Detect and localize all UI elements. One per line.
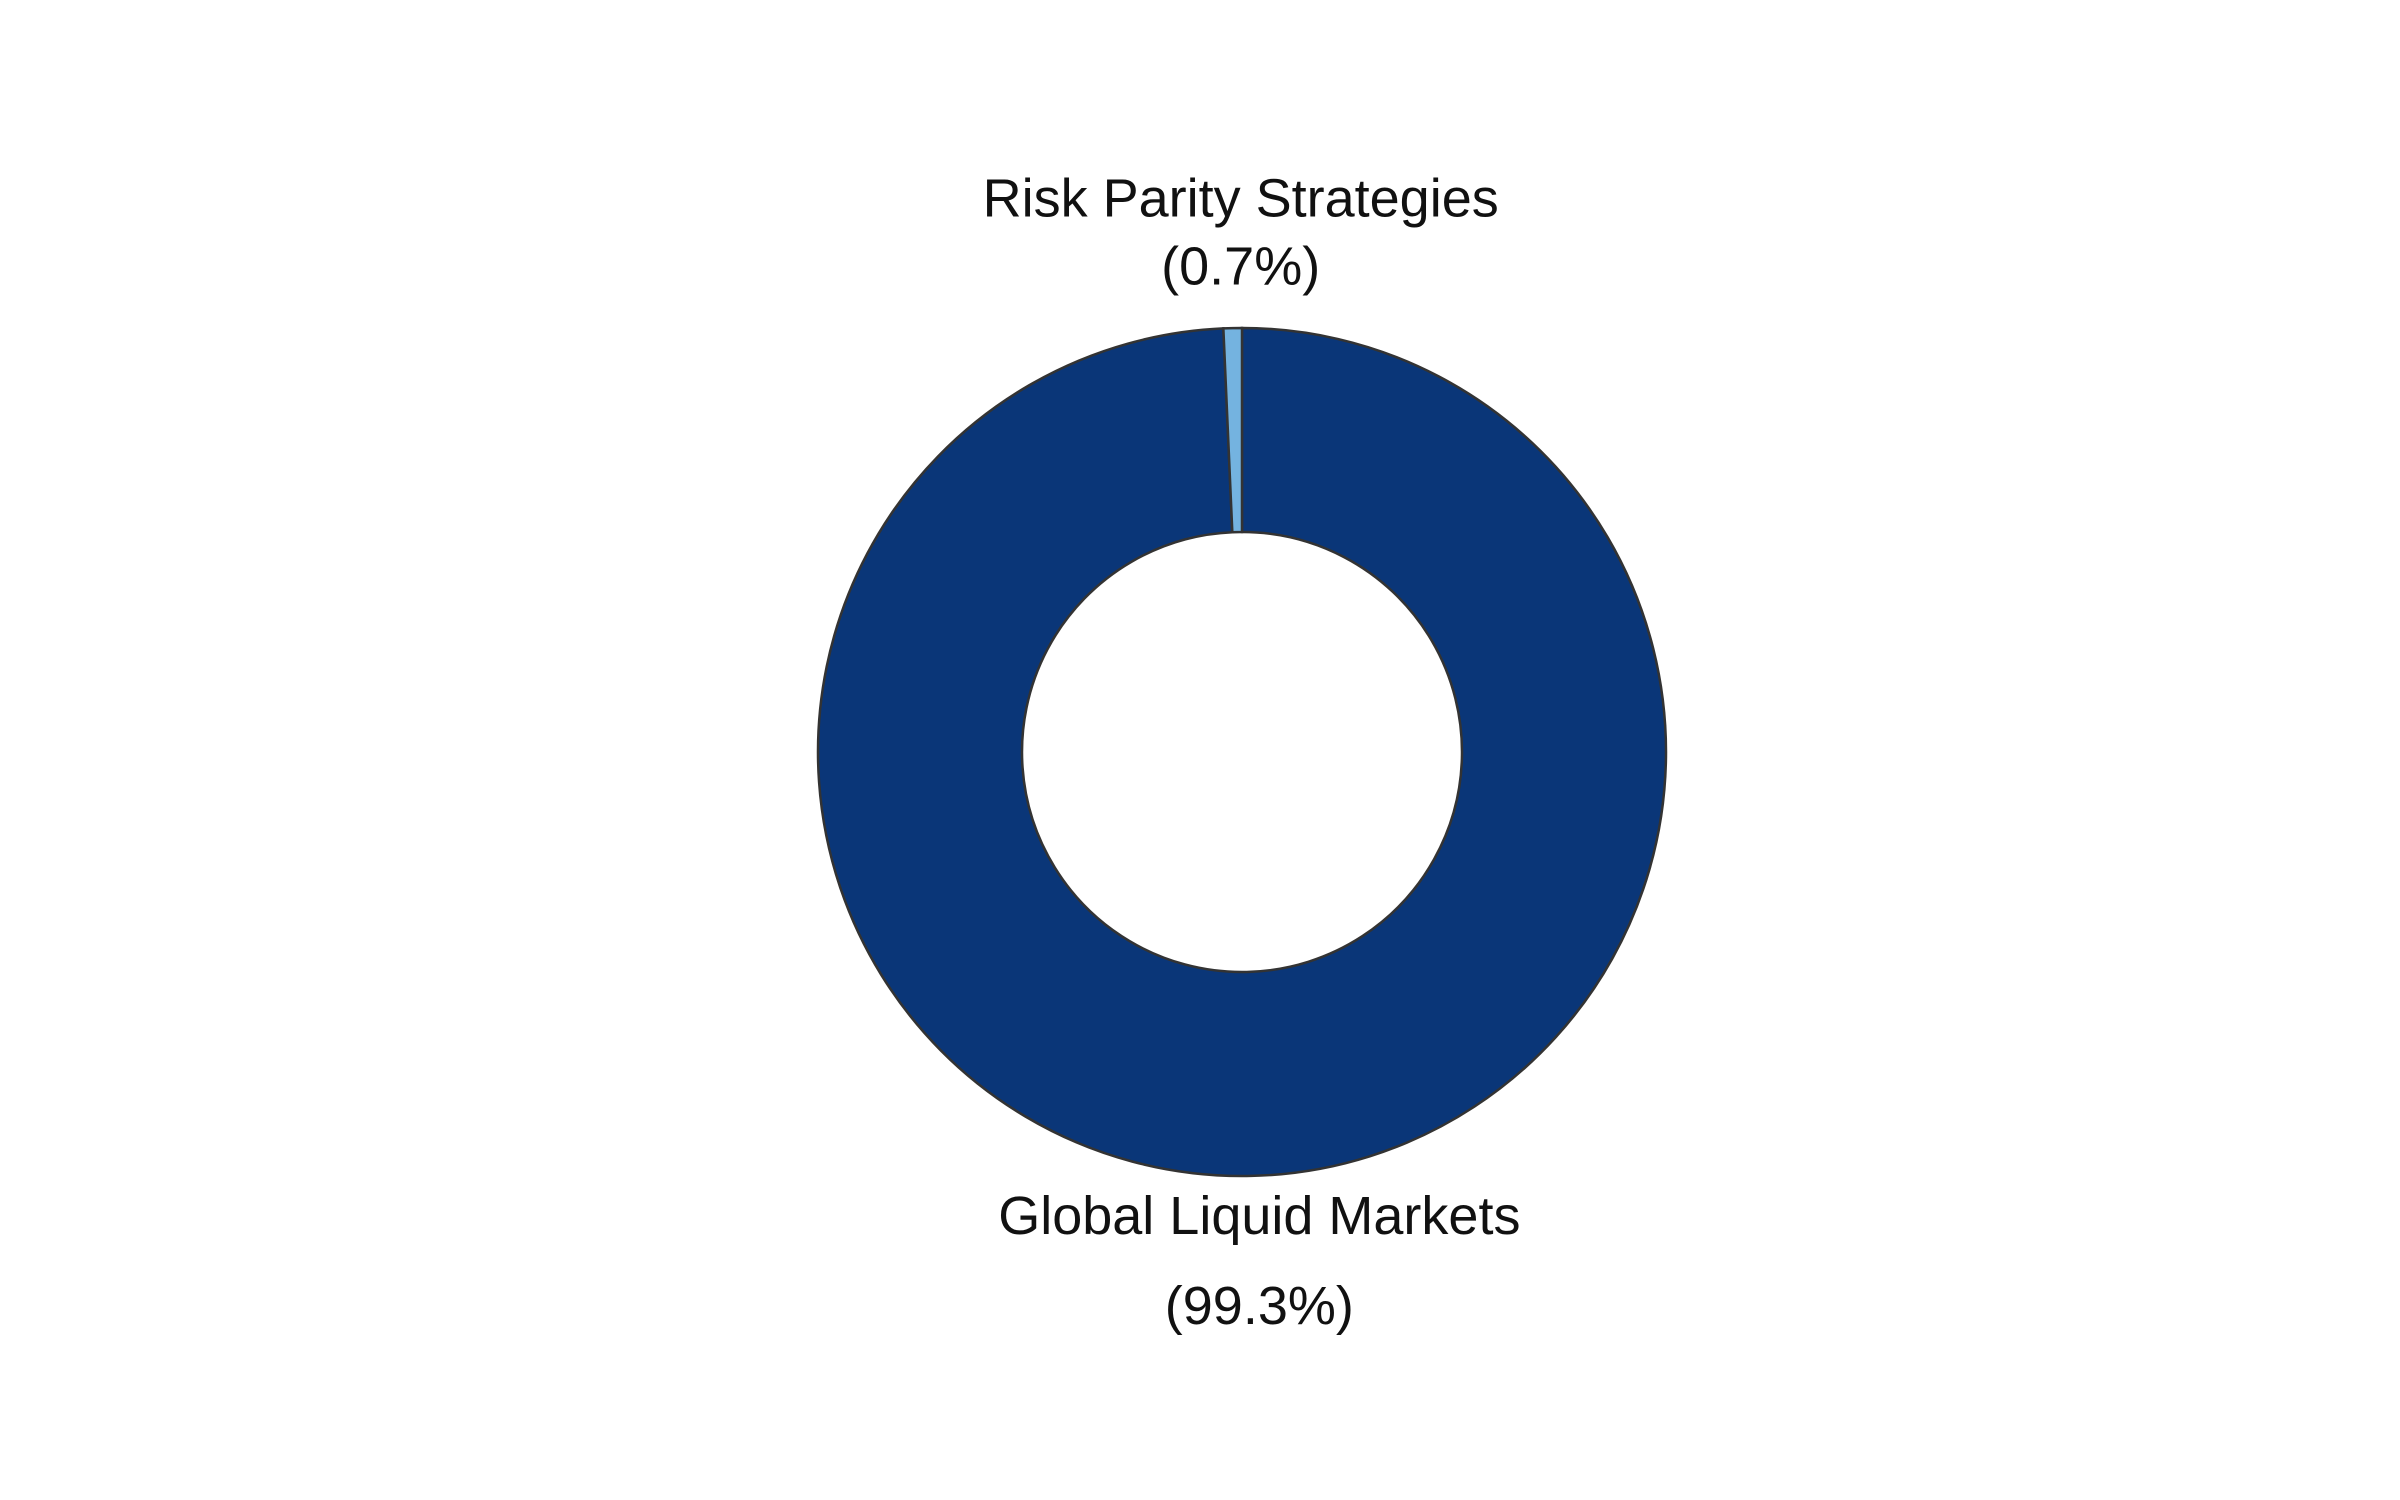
slice-value-label: (99.3%) xyxy=(1165,1276,1354,1336)
slice-label: Risk Parity Strategies xyxy=(983,168,1499,228)
slice-label: Global Liquid Markets xyxy=(998,1186,1520,1246)
slice-value-label: (0.7%) xyxy=(1161,236,1320,296)
donut-slice xyxy=(816,326,1668,1178)
donut-slice xyxy=(1222,326,1244,534)
